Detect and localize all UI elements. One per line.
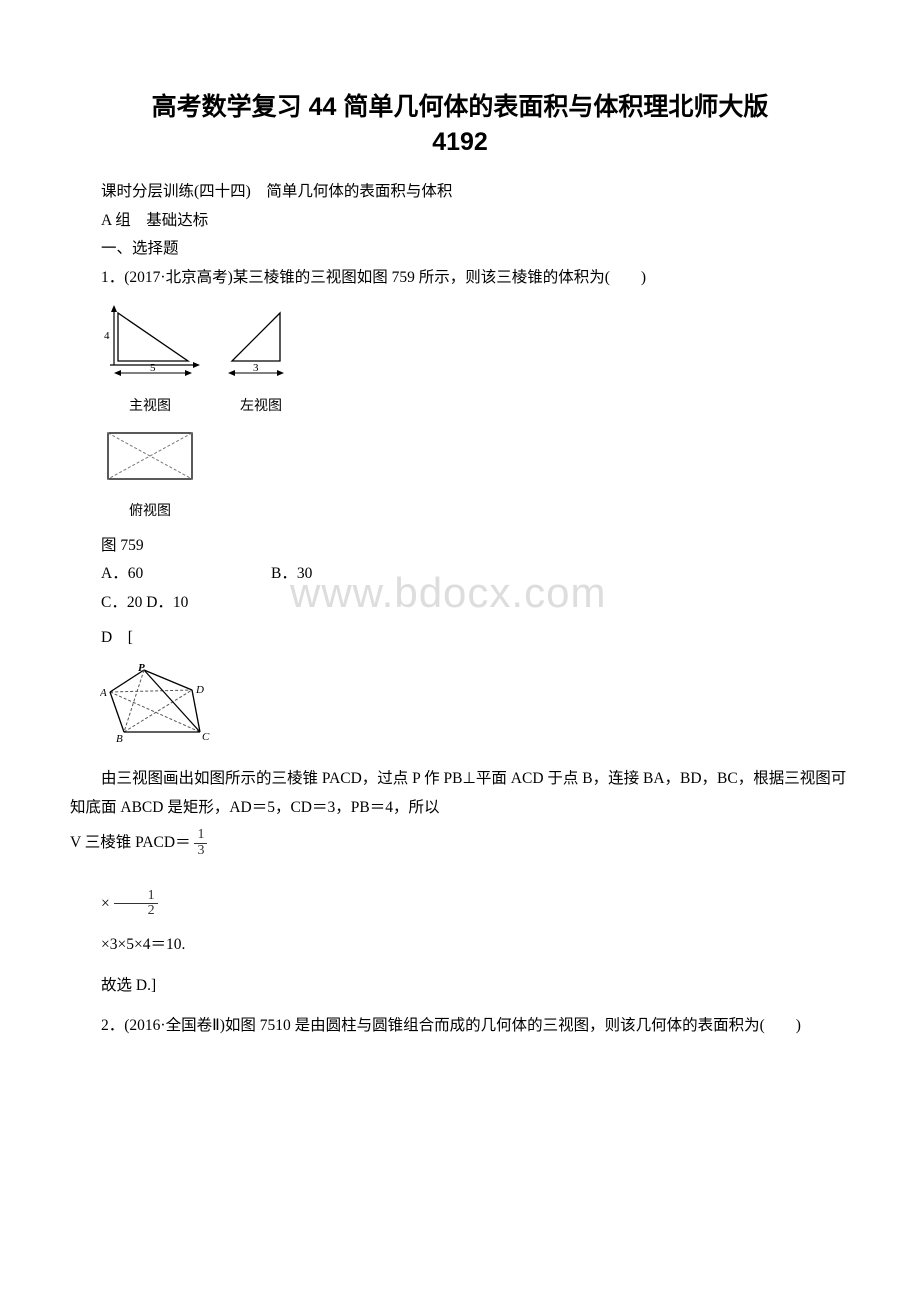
top-view-caption: 俯视图 <box>100 498 200 524</box>
option-a: A．60 <box>70 560 240 589</box>
question-2: 2．(2016·全国卷Ⅱ)如图 7510 是由圆柱与圆锥组合而成的几何体的三视图… <box>70 1012 850 1041</box>
front-view-caption: 主视图 <box>100 393 200 419</box>
line-group: A 组 基础达标 <box>70 207 850 236</box>
front-view-icon: 4 5 <box>100 303 200 381</box>
svg-text:4: 4 <box>104 330 110 342</box>
fraction-one-third: 1 3 <box>194 828 207 858</box>
options-row-cd: C．20 D．10 <box>70 589 850 618</box>
title-line-2: 4192 <box>70 125 850 160</box>
svg-text:B: B <box>116 733 123 745</box>
times-sign: × <box>101 894 110 911</box>
option-b: B．30 <box>240 560 312 589</box>
volume-prefix: V 三棱锥 PACD＝ <box>70 834 191 851</box>
answer-d: D [ <box>70 624 850 653</box>
formula-line-2: × 1 2 <box>70 889 850 919</box>
svg-text:3: 3 <box>253 362 259 374</box>
figure-ref: 图 759 <box>70 532 850 561</box>
fraction-one-half: 1 2 <box>114 889 158 919</box>
pyramid-icon: P A D B C <box>100 660 230 748</box>
svg-text:5: 5 <box>150 362 156 374</box>
side-view-caption: 左视图 <box>220 393 302 419</box>
explanation-1: 由三视图画出如图所示的三棱锥 PACD，过点 P 作 PB⊥平面 ACD 于点 … <box>70 765 850 822</box>
formula-line-3: ×3×5×4＝10. <box>70 931 850 960</box>
option-d: D．10 <box>146 594 188 611</box>
option-c: C．20 <box>101 594 142 611</box>
three-view-row-2: 俯视图 <box>100 427 850 525</box>
title-line-1: 高考数学复习 44 简单几何体的表面积与体积理北师大版 <box>70 90 850 125</box>
options-row-ab: A．60 B．30 <box>70 560 850 589</box>
explanation-end: 故选 D.] <box>70 972 850 1001</box>
svg-text:D: D <box>195 684 204 696</box>
pyramid-wireframe: P A D B C <box>100 660 850 759</box>
formula-line-1: V 三棱锥 PACD＝ 1 3 <box>70 828 850 858</box>
line-subject: 课时分层训练(四十四) 简单几何体的表面积与体积 <box>70 178 850 207</box>
line-section: 一、选择题 <box>70 235 850 264</box>
question-1: 1．(2017·北京高考)某三棱锥的三视图如图 759 所示，则该三棱锥的体积为… <box>70 264 850 293</box>
three-view-row-1: 4 5 主视图 3 左视图 <box>100 303 850 420</box>
side-view-icon: 3 <box>220 303 302 381</box>
top-view-icon <box>100 427 200 485</box>
svg-text:C: C <box>202 731 210 743</box>
svg-text:A: A <box>100 687 107 699</box>
